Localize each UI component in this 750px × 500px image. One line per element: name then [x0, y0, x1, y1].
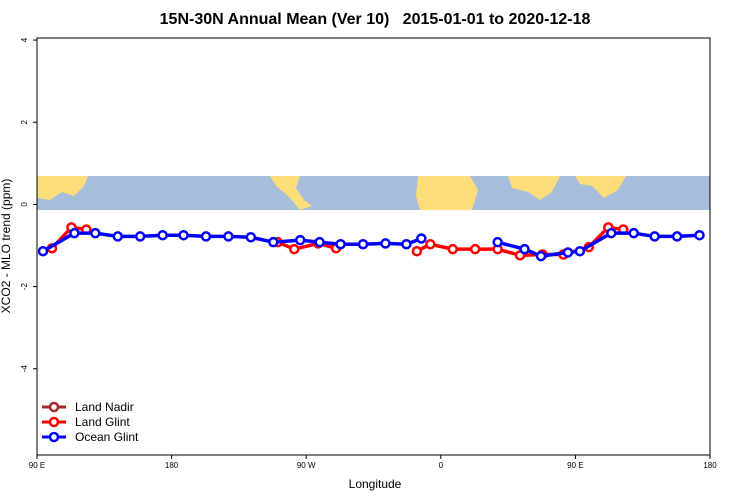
data-point	[628, 227, 639, 239]
data-point	[223, 231, 234, 242]
y-tick-label: 4	[20, 37, 29, 42]
data-point	[469, 243, 481, 255]
data-point	[245, 232, 257, 243]
data-point	[200, 231, 212, 242]
plot-frame	[36, 37, 711, 456]
data-point	[562, 247, 574, 258]
data-point	[492, 236, 503, 248]
y-tick-label: -4	[20, 365, 29, 373]
map-strip	[37, 176, 710, 210]
data-point	[134, 231, 146, 242]
data-point	[447, 243, 459, 255]
y-tick-label: 2	[20, 119, 29, 124]
data-point	[416, 233, 427, 244]
x-tick-label: 90 E	[29, 461, 45, 470]
x-tick-label: 90 W	[297, 461, 316, 470]
y-tick-label: -2	[20, 282, 29, 290]
data-point	[69, 227, 80, 239]
x-tick-label: 180	[703, 461, 717, 470]
data-point	[357, 238, 369, 250]
data-point	[535, 250, 547, 262]
data-point	[519, 243, 530, 255]
legend-label: Ocean Glint	[75, 430, 139, 444]
data-point	[90, 227, 101, 239]
x-tick-label: 90 E	[567, 461, 583, 470]
chart-title: 15N-30N Annual Mean (Ver 10) 2015-01-01 …	[160, 11, 591, 28]
data-point	[314, 236, 325, 248]
legend-marker	[48, 401, 60, 413]
data-point	[606, 227, 617, 239]
x-tick-label: 0	[439, 461, 444, 470]
data-point	[37, 245, 49, 257]
data-point	[649, 231, 660, 242]
legend-marker	[48, 416, 60, 428]
data-point	[157, 229, 168, 241]
data-point	[112, 231, 124, 242]
data-point	[411, 245, 423, 257]
y-tick-label: 0	[20, 202, 29, 207]
legend-label: Land Glint	[75, 415, 130, 429]
data-point	[401, 238, 412, 250]
y-axis-label: XCO2 - MLO trend (ppm)	[0, 179, 13, 314]
data-point	[694, 229, 705, 241]
data-point	[574, 245, 586, 257]
data-point	[178, 229, 189, 241]
data-point	[268, 236, 279, 248]
data-point	[294, 234, 306, 246]
legend-marker	[48, 431, 60, 443]
data-point	[380, 238, 391, 249]
data-point	[671, 231, 683, 242]
data-point	[335, 238, 346, 250]
x-tick-label: 180	[165, 461, 179, 470]
data-point	[288, 243, 300, 255]
legend-label: Land Nadir	[75, 400, 134, 414]
x-axis-label: Longitude	[349, 477, 402, 491]
data-point	[425, 238, 436, 250]
